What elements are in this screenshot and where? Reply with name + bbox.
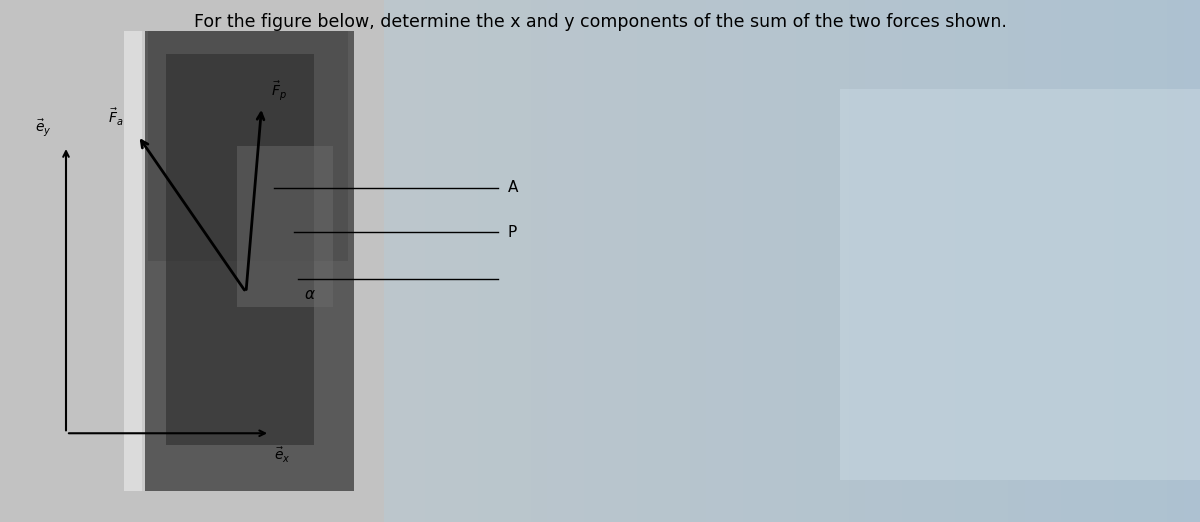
Text: $\vec{e}_x$: $\vec{e}_x$ (274, 446, 290, 465)
Bar (124, 31, 145, 491)
Text: P: P (508, 225, 517, 240)
Bar (142, 31, 354, 491)
Text: $\alpha$: $\alpha$ (304, 287, 316, 302)
Text: $\vec{F}_a$: $\vec{F}_a$ (108, 107, 124, 128)
Bar (238, 146, 332, 307)
Bar (840, 89, 1200, 480)
Bar (0, 0, 384, 522)
Bar (148, 31, 348, 261)
Text: $\vec{e}_y$: $\vec{e}_y$ (35, 117, 52, 138)
Bar (166, 54, 314, 445)
Text: For the figure below, determine the x and y components of the sum of the two for: For the figure below, determine the x an… (193, 13, 1007, 31)
Text: $\vec{F}_p$: $\vec{F}_p$ (271, 79, 287, 102)
Text: A: A (508, 181, 518, 195)
